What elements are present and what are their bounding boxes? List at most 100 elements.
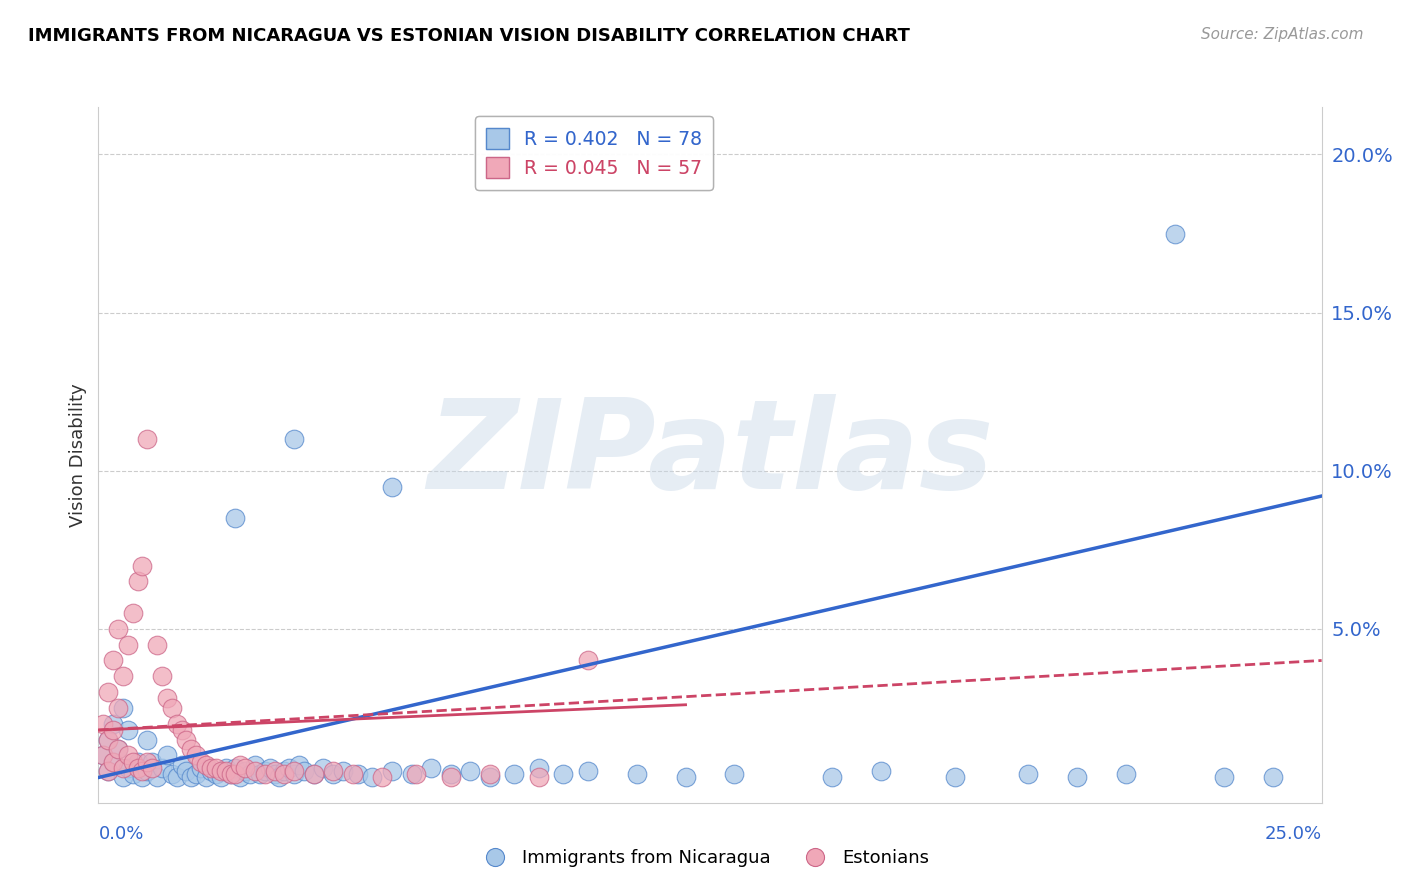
Point: [97, 732, 120, 747]
Point: [259, 761, 281, 775]
Point: [292, 764, 315, 779]
Point: [205, 767, 228, 781]
Point: [243, 757, 266, 772]
Point: [97, 685, 120, 699]
Point: [101, 723, 124, 737]
Point: [141, 761, 163, 775]
Point: [273, 764, 295, 779]
Point: [121, 606, 143, 620]
Point: [219, 767, 242, 781]
Point: [209, 771, 232, 785]
Point: [420, 761, 443, 775]
Point: [458, 764, 481, 779]
Point: [111, 761, 134, 775]
Point: [224, 767, 246, 781]
Point: [553, 767, 575, 781]
Point: [111, 701, 134, 715]
Point: [233, 761, 256, 775]
Point: [200, 761, 222, 775]
Point: [322, 764, 344, 779]
Point: [200, 764, 222, 779]
Point: [219, 767, 242, 781]
Point: [117, 748, 139, 763]
Point: [283, 764, 305, 779]
Point: [576, 653, 599, 667]
Point: [205, 761, 228, 775]
Point: [111, 669, 134, 683]
Point: [136, 732, 159, 747]
Point: [136, 432, 159, 446]
Y-axis label: Vision Disability: Vision Disability: [69, 383, 87, 527]
Point: [440, 771, 463, 785]
Point: [576, 764, 599, 779]
Point: [91, 748, 114, 763]
Point: [101, 716, 124, 731]
Point: [97, 732, 120, 747]
Point: [253, 764, 276, 779]
Point: [176, 732, 198, 747]
Point: [186, 767, 208, 781]
Point: [527, 771, 550, 785]
Legend: Immigrants from Nicaragua, Estonians: Immigrants from Nicaragua, Estonians: [470, 842, 936, 874]
Point: [97, 764, 120, 779]
Point: [180, 771, 202, 785]
Point: [283, 432, 305, 446]
Point: [269, 771, 291, 785]
Text: Source: ZipAtlas.com: Source: ZipAtlas.com: [1201, 27, 1364, 42]
Point: [160, 701, 183, 715]
Point: [160, 767, 183, 781]
Point: [1066, 771, 1088, 785]
Point: [186, 748, 208, 763]
Point: [107, 701, 129, 715]
Point: [180, 742, 202, 756]
Point: [131, 771, 153, 785]
Point: [121, 755, 143, 769]
Point: [229, 771, 252, 785]
Point: [214, 764, 236, 779]
Point: [478, 771, 501, 785]
Point: [239, 767, 262, 781]
Point: [288, 757, 311, 772]
Point: [141, 755, 163, 769]
Point: [723, 767, 745, 781]
Point: [195, 771, 218, 785]
Point: [322, 767, 344, 781]
Point: [302, 767, 325, 781]
Point: [214, 761, 236, 775]
Legend: R = 0.402   N = 78, R = 0.045   N = 57: R = 0.402 N = 78, R = 0.045 N = 57: [475, 117, 713, 190]
Point: [97, 764, 120, 779]
Point: [371, 771, 394, 785]
Point: [101, 755, 124, 769]
Point: [127, 755, 149, 769]
Point: [405, 767, 427, 781]
Point: [190, 761, 212, 775]
Point: [821, 771, 844, 785]
Point: [195, 757, 218, 772]
Point: [278, 761, 301, 775]
Point: [249, 767, 271, 781]
Point: [117, 638, 139, 652]
Point: [440, 767, 463, 781]
Point: [170, 723, 193, 737]
Point: [346, 767, 368, 781]
Point: [156, 748, 179, 763]
Point: [332, 764, 354, 779]
Text: IMMIGRANTS FROM NICARAGUA VS ESTONIAN VISION DISABILITY CORRELATION CHART: IMMIGRANTS FROM NICARAGUA VS ESTONIAN VI…: [28, 27, 910, 45]
Text: 0.0%: 0.0%: [98, 825, 143, 843]
Point: [156, 691, 179, 706]
Point: [263, 764, 285, 779]
Point: [943, 771, 966, 785]
Point: [381, 479, 404, 493]
Point: [150, 669, 173, 683]
Point: [111, 771, 134, 785]
Point: [302, 767, 325, 781]
Point: [101, 755, 124, 769]
Point: [117, 761, 139, 775]
Point: [121, 767, 143, 781]
Point: [150, 761, 173, 775]
Point: [381, 764, 404, 779]
Point: [233, 764, 256, 779]
Point: [209, 764, 232, 779]
Point: [342, 767, 364, 781]
Point: [117, 723, 139, 737]
